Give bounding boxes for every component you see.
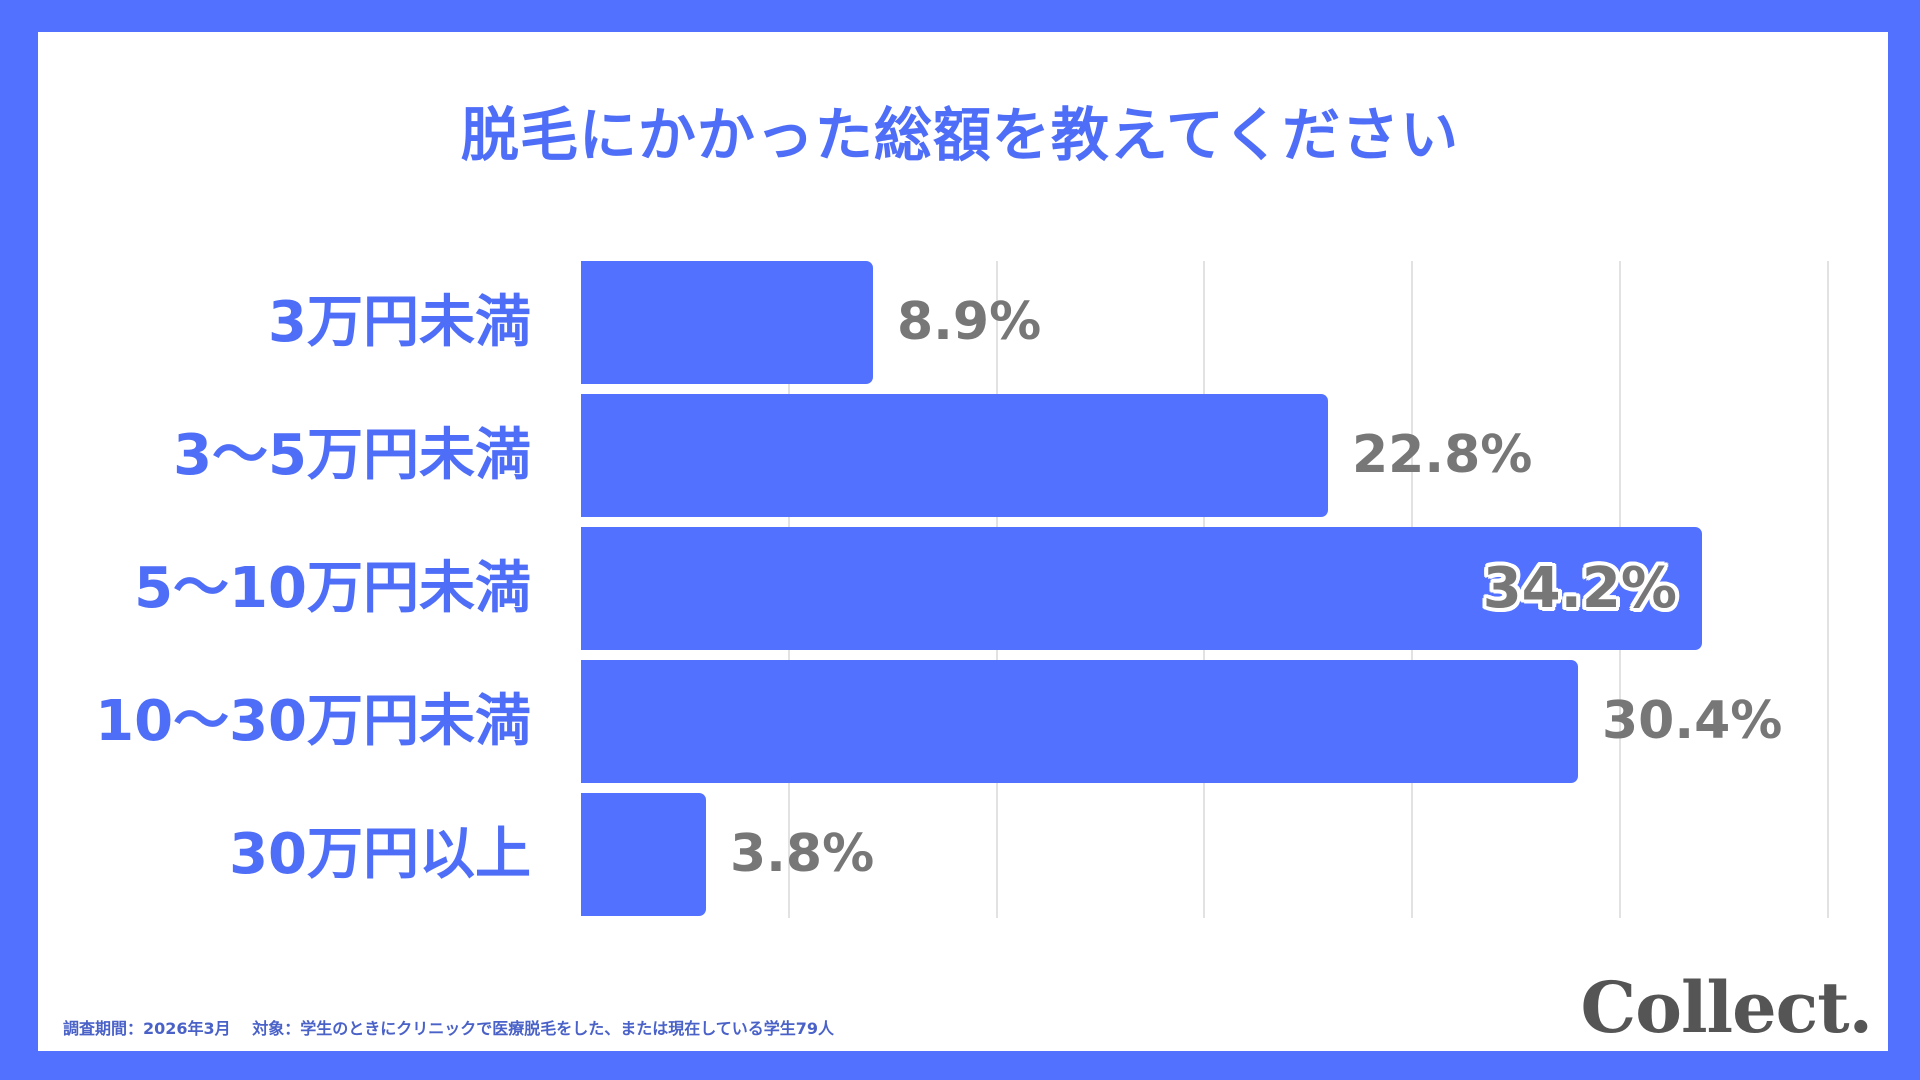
value-label: 22.8%	[1352, 425, 1533, 485]
bar-row: 3万円未満 8.9%	[0, 261, 1920, 384]
category-label: 3〜5万円未満	[173, 423, 531, 488]
value-label: 8.9%	[897, 292, 1042, 352]
bar	[581, 394, 1328, 517]
category-label: 3万円未満	[268, 290, 531, 355]
bar	[581, 261, 873, 384]
category-label: 30万円以上	[229, 822, 531, 887]
bar-row: 10〜30万円未満 30.4%	[0, 660, 1920, 783]
bar-row: 30万円以上 3.8%	[0, 793, 1920, 916]
bar	[581, 793, 706, 916]
bar-row: 5〜10万円未満 34.2%	[0, 527, 1920, 650]
bar	[581, 660, 1578, 783]
value-label: 34.2%	[1482, 556, 1677, 621]
value-label: 3.8%	[730, 824, 875, 884]
survey-footnote: 調査期間：2026年3月 対象：学生のときにクリニックで医療脱毛をした、または現…	[63, 1019, 835, 1038]
gridline	[1827, 261, 1829, 918]
category-label: 10〜30万円未満	[95, 689, 531, 754]
bar-row: 3〜5万円未満 22.8%	[0, 394, 1920, 517]
bar	[581, 527, 1702, 650]
collect-logo: Collect.	[1580, 966, 1873, 1049]
category-label: 5〜10万円未満	[134, 556, 531, 621]
chart-title: 脱毛にかかった総額を教えてください	[460, 101, 1460, 169]
value-label: 30.4%	[1602, 691, 1783, 751]
